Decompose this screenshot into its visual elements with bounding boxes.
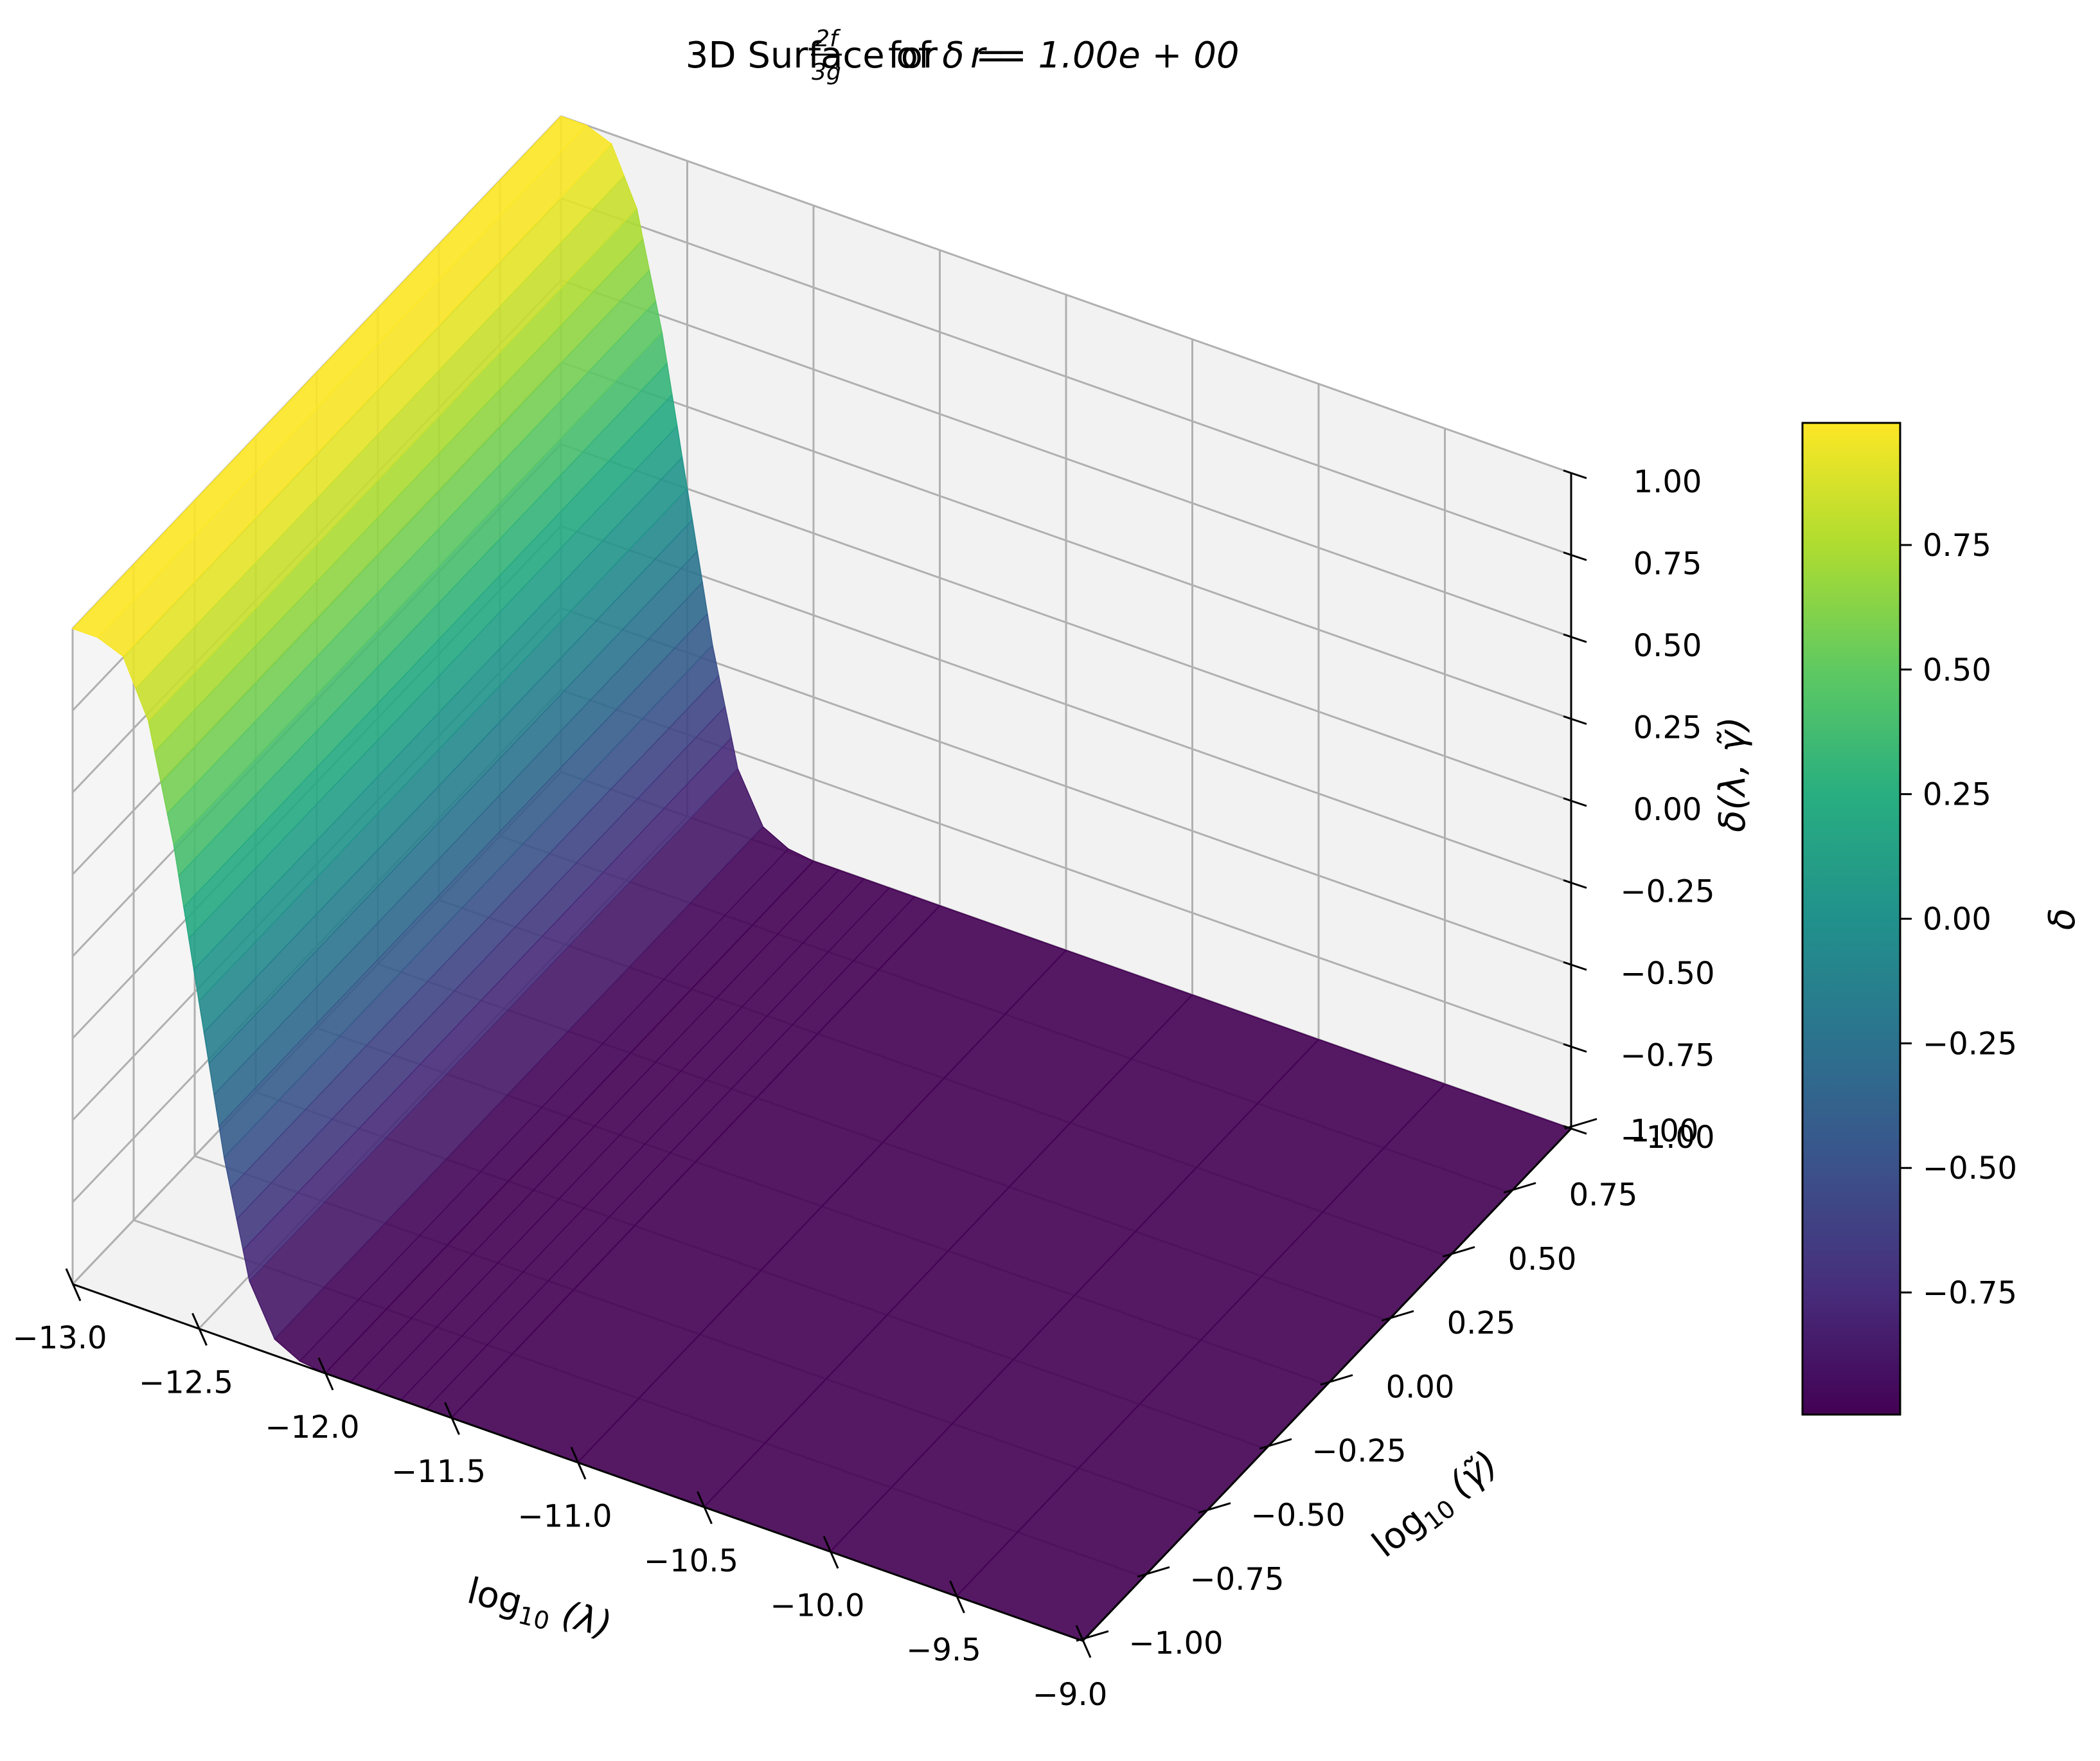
chart-title: 3D Surface of δ = [686,35,1006,76]
y-tick [1320,1374,1353,1386]
grid-line-z-back [560,361,1572,720]
x-tick [317,1357,334,1391]
colorbar-tick-label: 0.50 [1923,652,1991,688]
z-tick-label: −0.50 [1620,956,1714,992]
x-axis-label: log10 (λ) [462,1570,616,1650]
y-tick [1564,1118,1597,1130]
y-tick [1076,1630,1109,1642]
grid-line-z-back [560,197,1572,556]
title-for: for [888,35,938,76]
surface-patch [166,300,663,846]
z-tick-label: −1.00 [1620,1120,1714,1156]
x-tick [823,1535,839,1569]
grid-line-z-back [560,525,1572,884]
colorbar-label: δ [2042,908,2083,930]
x-tick [949,1580,965,1614]
z-tick-label: −0.25 [1620,874,1714,910]
surface-patch [71,116,587,638]
z-axis-label: δ(λ, γ̃) [1712,717,1754,832]
y-axis-line [1081,1127,1572,1642]
y-tick-label: −0.50 [1250,1497,1345,1533]
x-tick-label: −10.0 [770,1587,864,1623]
y-tick [1503,1182,1536,1194]
colorbar-ticks: −0.75 −0.50 −0.25 0.00 0.25 0.50 0.75 [1900,528,2017,1311]
x-tick-label: −9.0 [1033,1677,1108,1713]
x-tick-label: −13.0 [12,1320,107,1356]
surface-patch [193,456,688,1003]
colorbar-tick-label: −0.75 [1923,1275,2017,1311]
x-tick [65,1268,82,1301]
title-delta: δ [942,35,964,76]
x-tick [1075,1625,1092,1658]
grid-line-z-back [560,443,1572,802]
y-tick-label: 0.75 [1569,1177,1638,1213]
x-tick-label: −12.0 [265,1409,359,1445]
x-axis-ticks: −13.0 −12.5 −12.0 −11.5 −11.0 −10.5 −10.0 −9.5 −… [12,1268,1108,1713]
x-tick-label: −12.5 [139,1364,233,1400]
z-tick [1563,1043,1587,1053]
x-tick-label: −10.5 [644,1543,738,1579]
z-tick-label: 0.50 [1633,628,1702,664]
z-tick-label: 0.00 [1633,792,1702,828]
y-tick-label: −0.75 [1189,1561,1284,1597]
colorbar-gradient [1801,422,1901,1416]
surface-patch [135,175,637,722]
z-tick [1563,551,1587,561]
y-tick-label: −0.25 [1312,1433,1406,1469]
y-tick [1137,1566,1170,1578]
y-tick-label: 0.50 [1508,1241,1577,1277]
z-tick [1563,1125,1587,1135]
x-tick [697,1491,713,1524]
title-r-part: r = 1.00e + 00 [970,35,1239,76]
z-tick [1563,961,1587,971]
y-tick [1442,1246,1475,1258]
title-eq: = [965,35,1006,76]
y-tick-label: 1.00 [1630,1113,1699,1149]
z-axis-ticks: −1.00 −0.75 −0.50 −0.25 0.00 0.25 0.50 0.75 1.00 [1563,464,1715,1156]
surface-patch [242,737,738,1282]
colorbar-tick-label: 0.75 [1923,528,1991,564]
y-axis-ticks: −1.00 −0.75 −0.50 −0.25 0.00 0.25 0.50 0.75 1.00 [1076,1113,1698,1661]
colorbar-tick-label: 0.25 [1923,777,1991,813]
z-tick [1563,715,1587,725]
surface-patch [218,612,713,1159]
x-tick [444,1402,460,1435]
grid-line-z-back [560,279,1572,638]
y-tick [1198,1502,1231,1514]
colorbar: −0.75 −0.50 −0.25 0.00 0.25 0.50 0.75 δ [1801,422,2083,1416]
z-tick [1563,879,1587,889]
grid-line-z-back [560,607,1572,966]
colorbar-tick-label: 0.00 [1923,902,1991,938]
x-tick [570,1446,587,1480]
y-tick-label: 0.25 [1447,1305,1516,1341]
title-frac-den: 3g [812,59,841,85]
grid-line-z-back [560,115,1572,474]
z-tick [1563,469,1587,479]
colorbar-tick-label: −0.25 [1923,1026,2017,1062]
z-tick-label: 0.25 [1633,710,1702,746]
y-tick-label: −1.00 [1128,1625,1223,1661]
axes-3d: −13.0 −12.5 −12.0 −11.5 −11.0 −10.5 −10.0 −9.5 −… [12,114,1715,1713]
z-tick-label: 0.75 [1633,546,1702,582]
x-tick-label: −11.0 [517,1499,612,1535]
x-tick-label: −11.5 [391,1454,486,1490]
y-tick [1259,1438,1292,1450]
title-frac-num: 2f [815,26,841,52]
z-tick [1563,797,1587,807]
x-tick [191,1312,208,1346]
x-tick-label: −9.5 [906,1632,981,1668]
z-tick-label: 1.00 [1633,464,1702,500]
surface-plot [71,116,1572,1641]
z-tick [1563,633,1587,643]
y-tick [1381,1310,1414,1322]
colorbar-tick-label: −0.50 [1923,1150,2017,1186]
y-tick-label: 0.00 [1386,1370,1455,1406]
z-tick-label: −0.75 [1620,1038,1714,1074]
